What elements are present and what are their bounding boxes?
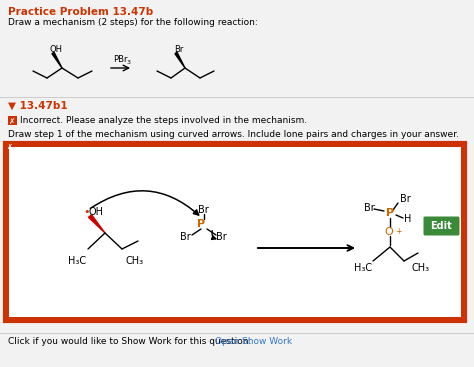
Text: Br: Br [364, 203, 375, 213]
Text: Br: Br [174, 46, 183, 55]
Text: Draw a mechanism (2 steps) for the following reaction:: Draw a mechanism (2 steps) for the follo… [8, 18, 258, 27]
Text: H₃C: H₃C [68, 256, 86, 266]
Text: ▼ 13.47b1: ▼ 13.47b1 [8, 101, 68, 111]
FancyBboxPatch shape [5, 143, 465, 321]
Text: OH: OH [89, 207, 104, 217]
Text: Draw step 1 of the mechanism using curved arrows. Include lone pairs and charges: Draw step 1 of the mechanism using curve… [8, 130, 459, 139]
Polygon shape [52, 52, 62, 68]
Text: P: P [197, 219, 205, 229]
Text: Br: Br [180, 232, 191, 242]
FancyBboxPatch shape [8, 116, 17, 125]
Text: H: H [404, 214, 411, 224]
Text: PBr: PBr [113, 55, 128, 64]
Text: +: + [395, 227, 401, 236]
Polygon shape [89, 215, 105, 233]
Text: P: P [386, 208, 394, 218]
Polygon shape [175, 52, 185, 68]
Text: Br: Br [216, 232, 227, 242]
Text: OH: OH [50, 46, 63, 55]
FancyBboxPatch shape [9, 147, 461, 317]
Text: Br: Br [400, 194, 411, 204]
Text: CH₃: CH₃ [412, 263, 430, 273]
Text: CH₃: CH₃ [126, 256, 144, 266]
FancyArrowPatch shape [211, 231, 216, 239]
Text: ✗: ✗ [9, 116, 15, 126]
Text: Incorrect. Please analyze the steps involved in the mechanism.: Incorrect. Please analyze the steps invo… [20, 116, 307, 125]
FancyArrowPatch shape [91, 191, 199, 215]
Text: 3: 3 [127, 61, 131, 65]
Text: O: O [384, 227, 393, 237]
Text: Click if you would like to Show Work for this question:: Click if you would like to Show Work for… [8, 337, 251, 346]
Text: H₃C: H₃C [354, 263, 372, 273]
Text: Practice Problem 13.47b: Practice Problem 13.47b [8, 7, 153, 17]
Text: •: • [83, 207, 90, 217]
Text: Edit: Edit [430, 221, 452, 231]
Text: ✗: ✗ [6, 144, 12, 150]
Text: Open Show Work: Open Show Work [215, 337, 292, 346]
FancyBboxPatch shape [423, 217, 459, 236]
Text: Br: Br [198, 205, 209, 215]
